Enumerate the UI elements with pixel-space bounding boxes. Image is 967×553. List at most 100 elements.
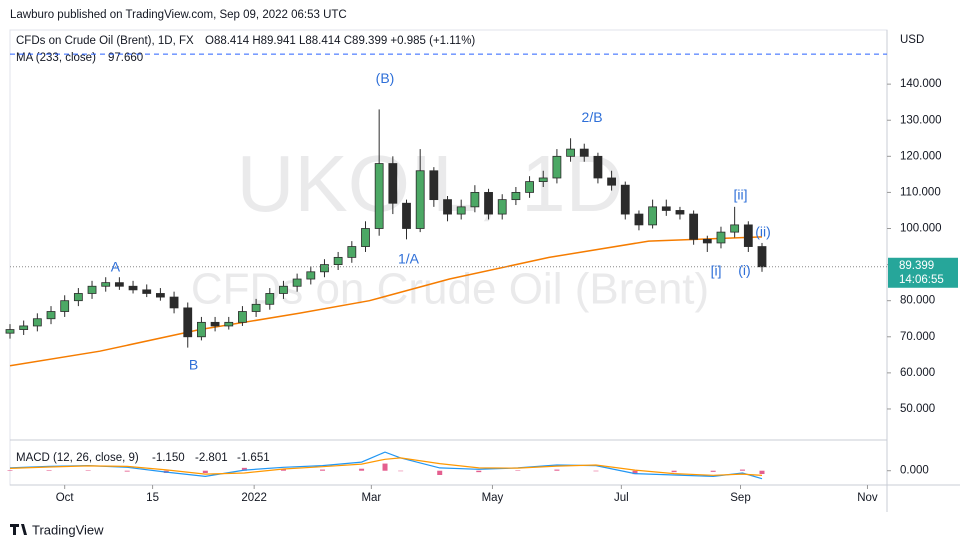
currency: USD	[900, 34, 924, 46]
brand: TradingView	[10, 522, 104, 537]
x-tick-label: 2022	[241, 492, 267, 504]
candle-body	[648, 206, 658, 226]
candle-body	[60, 300, 70, 312]
x-tick-label: May	[482, 492, 504, 504]
macd-histogram-bar	[710, 470, 716, 472]
macd-y-tick-label: 0.000	[900, 465, 929, 477]
last-price-label: 89.399	[899, 260, 934, 272]
wave-label: (ii)	[755, 224, 771, 240]
candle-body	[306, 271, 316, 280]
macd-signal-value: -1.651	[237, 452, 270, 464]
macd-histogram-bar	[554, 469, 560, 471]
candle-body	[497, 199, 507, 215]
macd-histogram-bar	[739, 469, 745, 471]
candle-body	[183, 307, 193, 338]
candle-body	[415, 170, 425, 229]
candle-body	[155, 293, 165, 298]
macd-histogram-bar	[7, 470, 13, 471]
y-tick-label: 110.000	[900, 186, 941, 198]
macd-line	[9, 451, 763, 480]
macd-histogram-bar	[515, 470, 521, 471]
signal-line	[9, 457, 763, 476]
macd-histogram-bar	[359, 468, 365, 471]
candle-body	[292, 278, 302, 287]
y-tick-label: 60.000	[900, 367, 935, 379]
candle-body	[402, 202, 411, 229]
candle-body	[87, 285, 97, 294]
wave-label: 2/B	[582, 109, 603, 125]
candle-body	[634, 213, 644, 226]
candle-body	[224, 321, 234, 327]
candle-body	[675, 210, 685, 215]
candle-body	[142, 289, 152, 294]
macd-value: -2.801	[195, 452, 228, 464]
macd-histogram-bar	[320, 469, 326, 471]
macd-histogram-bar	[671, 470, 677, 473]
candle-body	[538, 177, 548, 182]
macd-legend: MACD (12, 26, close, 9)	[16, 452, 139, 464]
candle-body	[579, 148, 589, 157]
candle-body	[511, 192, 521, 201]
publisher: Lawburo published on TradingView.com, Se…	[10, 9, 347, 21]
y-tick-label: 70.000	[900, 331, 935, 343]
wave-label: (i)	[738, 262, 750, 278]
ma-line	[9, 236, 763, 367]
macd-histogram-bar	[593, 470, 599, 472]
candle-body	[689, 213, 699, 240]
candle-body	[525, 181, 534, 193]
watermark-sub: CFDs on Crude Oil (Brent)	[191, 265, 709, 314]
candle-body	[470, 192, 480, 208]
macd-histogram-bar	[759, 470, 765, 474]
candle-body	[757, 246, 767, 268]
ma-legend-value: 97.660	[108, 52, 143, 64]
y-tick-label: 50.000	[900, 403, 935, 415]
candle-body	[593, 155, 603, 179]
candle-body	[320, 264, 329, 273]
macd-histogram-bar	[85, 470, 91, 471]
candle-body	[73, 293, 83, 302]
y-tick-label: 80.000	[900, 295, 935, 307]
wave-label: (B)	[376, 70, 395, 86]
candle-body	[114, 282, 124, 287]
y-tick-label: 120.000	[900, 150, 942, 162]
candle-body	[347, 246, 357, 258]
candle-body	[5, 329, 15, 334]
macd-histogram-bar	[632, 470, 638, 475]
candle-body	[361, 228, 370, 247]
candle-body	[128, 285, 138, 291]
macd-histogram-bar	[46, 470, 52, 471]
y-tick-label: 140.000	[900, 78, 942, 90]
candle-body	[607, 177, 616, 186]
candle-body	[730, 224, 740, 233]
candle-body	[169, 296, 179, 309]
x-tick-label: Mar	[361, 492, 381, 504]
last-price-box	[888, 257, 958, 288]
wave-label: [i]	[711, 263, 722, 279]
candle-body	[101, 282, 111, 287]
macd-histogram-bar	[280, 469, 286, 471]
candle-body	[566, 148, 575, 157]
wave-label: 1/A	[398, 251, 420, 267]
macd-histogram-bar	[476, 470, 482, 473]
x-tick-label: 15	[146, 492, 159, 504]
candle-body	[456, 206, 466, 215]
macd-histogram-bar	[382, 463, 388, 471]
ma-legend: MA (233, close)	[16, 52, 96, 64]
candle-body	[443, 199, 452, 215]
x-tick-label: Oct	[56, 492, 75, 504]
candle-body	[374, 163, 384, 229]
candle-body	[265, 293, 275, 305]
candle-body	[46, 311, 56, 320]
x-tick-label: Jul	[614, 492, 629, 504]
candle-body	[279, 285, 288, 294]
candle-body	[251, 303, 261, 312]
macd-histogram-bar	[124, 470, 130, 472]
wave-label: B	[189, 357, 198, 373]
candle-body	[620, 184, 630, 215]
candle-body	[702, 238, 712, 244]
macd-histogram-bar	[437, 470, 443, 475]
candle-body	[19, 325, 29, 330]
brand-logo	[10, 524, 27, 535]
